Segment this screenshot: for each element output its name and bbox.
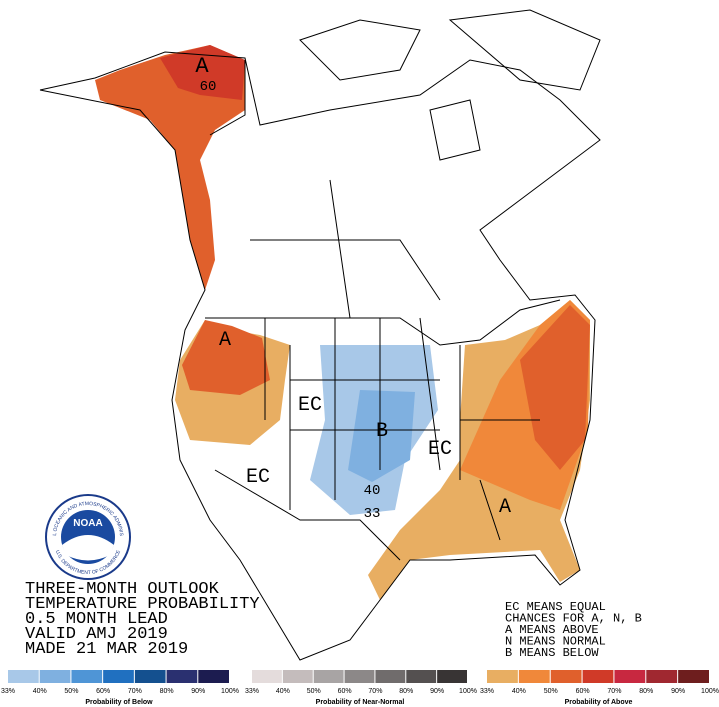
map-label: A: [219, 329, 231, 352]
legend-swatch: [344, 670, 375, 683]
legend-caption: Probability of Near-Normal: [316, 699, 405, 706]
coastline: [39, 51, 601, 661]
legend-tick: 100%: [701, 688, 719, 695]
alaska-above-60: [160, 45, 245, 100]
legend-swatch: [282, 670, 313, 683]
legend-tick: 80%: [399, 688, 413, 695]
legend-swatch: [198, 670, 229, 683]
title-line: THREE-MONTH OUTLOOK: [25, 580, 220, 599]
title-line: VALID AMJ 2019: [25, 625, 168, 644]
legend-tick: 70%: [607, 688, 621, 695]
legend-tick: 60%: [96, 688, 110, 695]
note-line: N MEANS NORMAL: [505, 635, 606, 649]
legend-tick: 70%: [368, 688, 382, 695]
title-line: 0.5 MONTH LEAD: [25, 610, 168, 629]
legend-swatch: [103, 670, 134, 683]
legend-tick: 50%: [64, 688, 78, 695]
note-line: B MEANS BELOW: [505, 646, 599, 660]
legend-tick: 80%: [639, 688, 653, 695]
legend-tick: 80%: [160, 688, 174, 695]
legend-swatch: [678, 670, 709, 683]
legend-tick: 33%: [1, 688, 15, 695]
map-label: A: [499, 496, 511, 519]
legend-tick: 50%: [544, 688, 558, 695]
color-legends: 33% 40% 50% 60% 70% 80% 90% 100% Probability of …: [1, 670, 719, 706]
legend-tick: 100%: [221, 688, 239, 695]
map-label: 60: [200, 79, 217, 95]
legend-tick: 40%: [276, 688, 290, 695]
legend-swatch: [646, 670, 678, 683]
legend-swatch: [39, 670, 71, 683]
legend-tick: 90%: [671, 688, 685, 695]
legend-swatch: [8, 670, 39, 683]
note-line: A MEANS ABOVE: [505, 623, 599, 637]
map-label: A: [195, 54, 209, 79]
legend-tick: 33%: [480, 688, 494, 695]
title-line: TEMPERATURE PROBABILITY: [25, 595, 260, 614]
alaska-above: [95, 45, 245, 290]
legend-tick: 60%: [338, 688, 352, 695]
legend-swatch: [375, 670, 406, 683]
legend-tick: 40%: [512, 688, 526, 695]
state-lines: [250, 179, 540, 541]
legend-swatch: [166, 670, 198, 683]
legend-swatch: [437, 670, 467, 683]
legend-swatch: [134, 670, 166, 683]
alaska-border: [209, 60, 246, 136]
legend-swatch: [313, 670, 344, 683]
legend-swatch: [71, 670, 103, 683]
map-label: EC: [428, 438, 452, 461]
legend-caption: Probability of Below: [85, 699, 153, 706]
us-mexico-border: [214, 469, 401, 561]
note-line: EC MEANS EQUAL: [505, 600, 606, 614]
logo-gull: [62, 535, 114, 561]
legend-caption: Probability of Above: [565, 699, 633, 706]
title-line: MADE 21 MAR 2019: [25, 640, 188, 659]
legend-tick: 40%: [33, 688, 47, 695]
legend-tick: 100%: [459, 688, 477, 695]
legend-swatch: [614, 670, 646, 683]
map-label: B: [376, 420, 388, 443]
legend-tick: 60%: [576, 688, 590, 695]
map-label: 33: [364, 506, 381, 522]
legend-swatch: [406, 670, 437, 683]
northwest-above-40: [182, 320, 270, 395]
logo-name: NOAA: [73, 518, 102, 529]
map: [39, 9, 601, 661]
legend-swatch: [582, 670, 614, 683]
map-label: EC: [298, 394, 322, 417]
map-label: EC: [246, 466, 270, 489]
central-below-40: [348, 390, 415, 482]
note-line: CHANCES FOR A, N, B: [505, 612, 642, 626]
legend-tick: 33%: [245, 688, 259, 695]
legend-swatch: [252, 670, 282, 683]
legend-swatch: [487, 670, 518, 683]
legend-swatch: [518, 670, 550, 683]
map-label: 40: [364, 483, 381, 499]
us-canada-border: [205, 299, 561, 346]
arctic-islands: [299, 9, 601, 161]
east-above-50: [520, 305, 590, 470]
legend-tick: 70%: [128, 688, 142, 695]
legend-tick: 50%: [307, 688, 321, 695]
legend-tick: 90%: [430, 688, 444, 695]
legend-tick: 90%: [191, 688, 205, 695]
legend-swatch: [550, 670, 582, 683]
